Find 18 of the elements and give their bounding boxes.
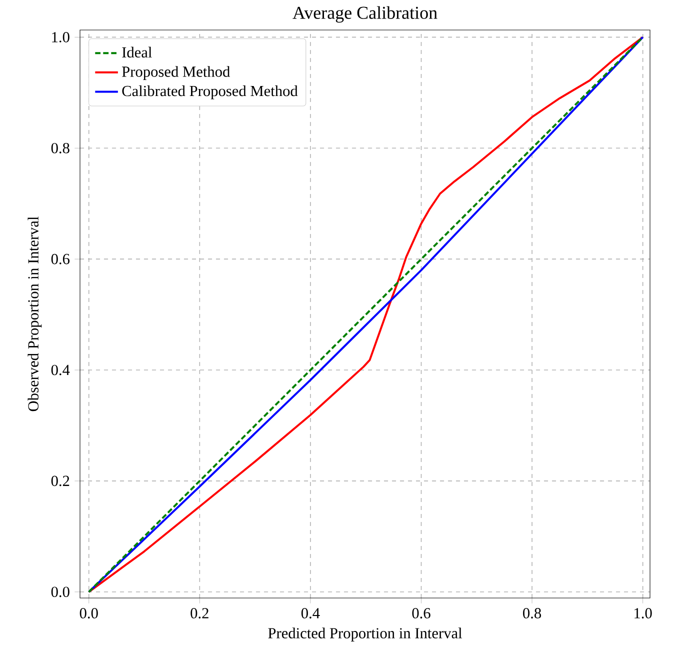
legend-label: Ideal	[122, 46, 152, 58]
y-tick-label: 0.6	[51, 254, 70, 264]
y-tick-label: 0.4	[51, 364, 70, 376]
x-axis-title: Predicted Proportion in Interval	[268, 628, 462, 642]
x-tick-label: 0.2	[190, 608, 208, 618]
x-tick-label: 1.0	[634, 608, 652, 618]
y-tick-label: 1.0	[52, 32, 70, 42]
y-axis-title: Observed Proportion in Interval	[28, 216, 42, 412]
chart-title: Average Calibration	[292, 6, 438, 23]
x-tick-label: 0.6	[412, 608, 430, 618]
x-tick-label: 0.4	[301, 608, 320, 618]
y-tick-label: 0.2	[51, 476, 70, 486]
x-tick-label: 0.0	[80, 608, 98, 618]
y-tick-label: 0.8	[51, 142, 70, 154]
y-tick-label: 0.0	[51, 586, 70, 598]
legend-label: Proposed Method	[122, 66, 230, 80]
legend-label: Calibrated Proposed Method	[122, 85, 298, 100]
x-tick-label: 0.8	[523, 608, 542, 618]
